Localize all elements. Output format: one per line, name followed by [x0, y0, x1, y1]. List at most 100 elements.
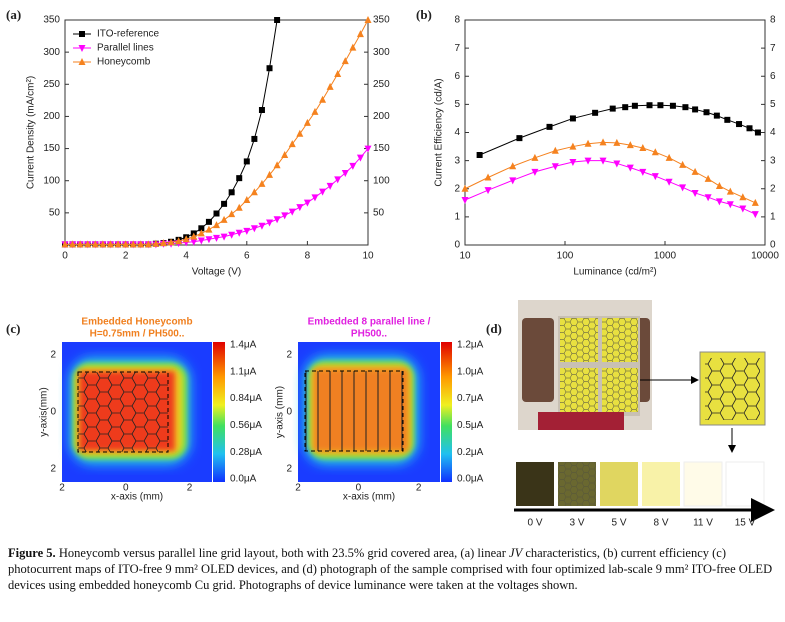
y-tick-label: 100 — [43, 175, 60, 186]
marker — [258, 107, 265, 113]
marker — [715, 198, 723, 206]
marker — [190, 238, 198, 246]
marker — [197, 237, 205, 245]
panel-label: (d) — [486, 321, 502, 336]
x-tick-label: 100 — [557, 251, 574, 262]
marker — [484, 187, 492, 195]
marker — [679, 184, 687, 192]
marker — [754, 129, 761, 136]
marker — [251, 135, 258, 142]
series-line — [65, 148, 369, 245]
marker — [76, 240, 84, 248]
legend-label: ITO-reference — [97, 29, 159, 40]
x-axis-title: x-axis (mm) — [111, 492, 163, 503]
marker — [341, 57, 349, 65]
marker — [461, 197, 469, 204]
marker — [691, 167, 699, 175]
marker — [726, 187, 734, 195]
marker — [691, 189, 699, 197]
y-axis-title: y-axis (mm) — [275, 386, 286, 438]
y2-tick-label: 4 — [770, 127, 776, 138]
y-tick-label: 350 — [43, 15, 60, 26]
marker — [266, 219, 274, 227]
marker — [250, 188, 258, 196]
marker — [274, 17, 281, 23]
y2-tick-label: 5 — [770, 99, 776, 110]
x-tick-label: 1000 — [654, 251, 677, 262]
marker — [159, 239, 167, 247]
colorbar-label: 0.0μA — [457, 474, 484, 485]
plot-frame — [64, 19, 369, 246]
y-tick-label: 1 — [454, 212, 460, 223]
marker — [69, 240, 77, 248]
heatmap-title: Embedded 8 parallel line / — [308, 317, 431, 328]
marker — [311, 107, 319, 115]
marker — [303, 118, 311, 126]
marker — [551, 163, 559, 171]
y-tick-label: 2 — [454, 183, 460, 194]
marker — [599, 157, 607, 165]
marker — [516, 135, 523, 142]
marker — [152, 239, 160, 247]
y2-tick-label: 300 — [373, 47, 390, 58]
marker — [205, 236, 213, 244]
marker — [509, 162, 517, 170]
marker — [751, 211, 759, 219]
x-tick-label: 2 — [416, 483, 422, 494]
y-tick-label: 4 — [454, 127, 460, 138]
marker — [364, 145, 372, 153]
x-tick-label: 10 — [362, 251, 374, 262]
marker — [626, 141, 634, 149]
caption-text: characteristics, (b) current efficiency … — [8, 546, 773, 592]
panel-label: (c) — [6, 321, 20, 336]
marker — [736, 121, 743, 128]
heatmap — [298, 342, 452, 482]
marker — [613, 160, 621, 168]
marker — [281, 212, 289, 220]
colorbar-label: 1.2μA — [457, 340, 484, 351]
panel-label: (a) — [6, 7, 21, 22]
heatmap-title: PH500.. — [351, 329, 387, 340]
marker — [679, 160, 687, 168]
y-tick-label: 3 — [454, 155, 460, 166]
marker — [651, 148, 659, 156]
y-tick-label: 2 — [286, 350, 292, 361]
marker — [61, 240, 69, 248]
caption: Figure 5. Honeycomb versus parallel line… — [8, 545, 778, 593]
marker — [609, 105, 616, 112]
marker — [213, 210, 220, 217]
marker — [84, 240, 92, 248]
x-tick-label: 0 — [356, 483, 362, 494]
plot-frame — [464, 19, 766, 246]
y-tick-label: 200 — [43, 111, 60, 122]
x-axis-title: Voltage (V) — [192, 267, 241, 278]
marker — [569, 115, 576, 122]
photo — [514, 300, 775, 522]
x-tick-label: 10000 — [751, 251, 779, 262]
marker — [273, 161, 281, 169]
marker — [569, 159, 577, 167]
caption-text: Honeycomb versus parallel line grid layo… — [55, 546, 510, 560]
y-tick-label: 0 — [286, 407, 292, 418]
marker — [751, 198, 759, 206]
marker — [584, 157, 592, 165]
marker — [122, 240, 130, 248]
marker — [613, 138, 621, 146]
y-tick-label: 0 — [50, 407, 56, 418]
y2-tick-label: 0 — [770, 240, 776, 251]
colorbar-label: 0.0μA — [230, 474, 257, 485]
marker — [326, 182, 334, 190]
voltage-label: 8 V — [653, 518, 668, 529]
marker — [726, 201, 734, 209]
legend-label: Honeycomb — [97, 57, 151, 68]
marker — [599, 138, 607, 146]
marker — [205, 218, 212, 225]
colorbar-label: 0.56μA — [230, 420, 262, 431]
marker — [311, 194, 319, 202]
marker — [266, 65, 273, 72]
figure: (a) (b) (c) (d) 0 2 4 6 8 1050100150200250300… — [6, 7, 779, 529]
y-axis-title: Current Efficiency (cd/A) — [434, 78, 445, 186]
marker — [724, 116, 731, 123]
y2-tick-label: 200 — [373, 111, 390, 122]
colorbar-label: 0.5μA — [457, 420, 484, 431]
